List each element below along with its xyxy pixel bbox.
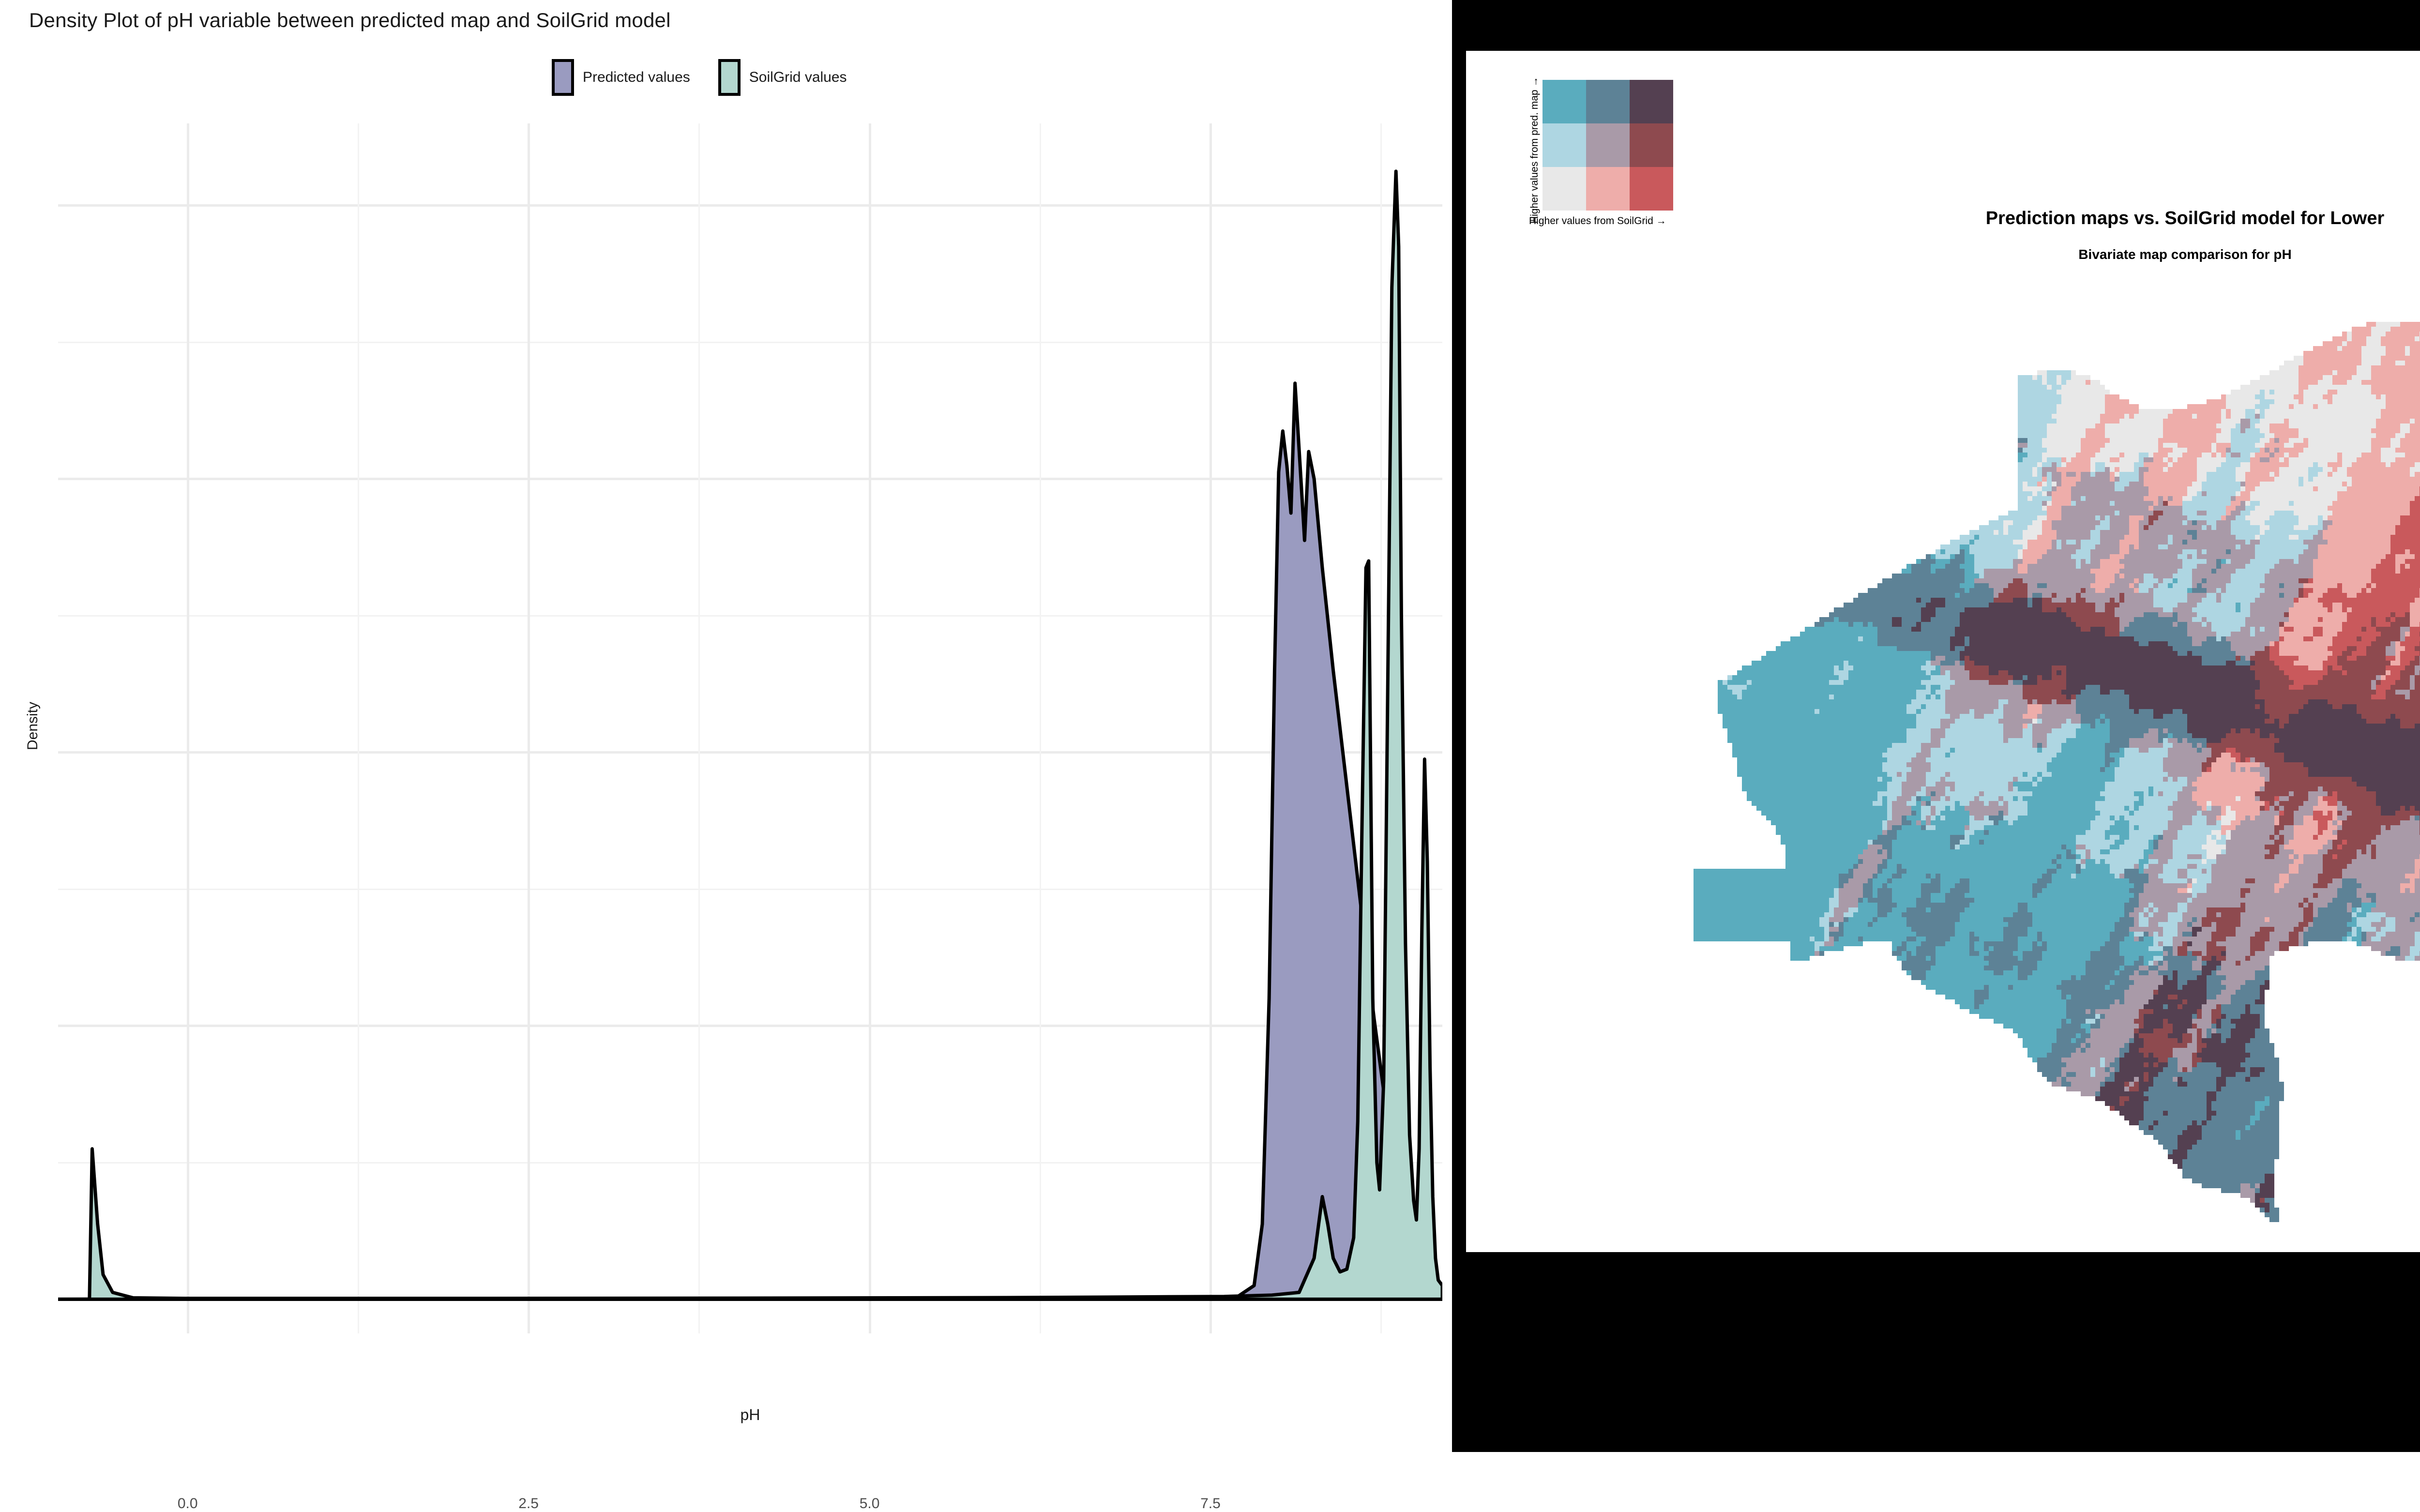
density-plot-panel: Density Plot of pH variable between pred… [25,9,1442,1512]
bivariate-legend-y-label: Higher values from pred. map → [1529,76,1540,224]
gridline-v [1209,123,1212,1333]
legend-item-soilgrid: SoilGrid values [718,59,847,96]
density-series-predicted [58,381,1442,1301]
map-canvas: Higher values from pred. map → Higher va… [1466,51,2420,1252]
gridline-h-minor [58,615,1442,617]
x-tick-label: 5.0 [859,1496,880,1512]
x-tick-label: 2.5 [518,1496,539,1512]
bivariate-legend-x-label: Higher values from SoilGrid → [1529,215,1666,227]
gridline-h-minor [58,1162,1442,1164]
bivariate-swatch-r0-c1 [1586,80,1630,123]
bivariate-raster-map [1694,322,2420,1222]
bivariate-legend-grid [1543,80,1673,211]
bivariate-swatch-r0-c0 [1543,80,1586,123]
x-axis-title: pH [740,1406,760,1423]
density-plot-area: 024680.02.55.07.5 [58,123,1442,1512]
gridline-h [58,751,1442,754]
gridline-v-minor [1039,123,1041,1333]
page-title: Density Plot of pH variable between pred… [29,9,671,31]
density-legend: Predicted values SoilGrid values [552,59,847,96]
gridline-v [868,123,871,1333]
bivariate-swatch-r1-c1 [1586,123,1630,167]
bivariate-swatch-r2-c2 [1630,167,1673,211]
bivariate-swatch-r2-c1 [1586,167,1630,211]
density-curves [58,169,1442,1301]
gridline-h [58,204,1442,207]
bivariate-legend: Higher values from pred. map → Higher va… [1505,56,1713,249]
legend-swatch-soilgrid [718,59,741,96]
bivariate-swatch-r1-c2 [1630,123,1673,167]
map-subtitle: Bivariate map comparison for pH [2078,247,2292,262]
x-tick-label: 0.0 [177,1496,198,1512]
gridline-h [58,1025,1442,1028]
legend-item-predicted: Predicted values [552,59,690,96]
legend-label-predicted: Predicted values [583,69,690,85]
gridline-v-minor [1380,123,1382,1333]
bivariate-swatch-r1-c0 [1543,123,1586,167]
density-series-soilgrid [58,169,1442,1301]
x-tick-label: 7.5 [1200,1496,1221,1512]
bivariate-swatch-r2-c0 [1543,167,1586,211]
gridline-h [58,478,1442,481]
y-axis-title: Density [25,701,41,751]
gridline-h-minor [58,888,1442,890]
gridline-v [186,123,189,1333]
map-title: Prediction maps vs. SoilGrid model for L… [1985,208,2385,228]
bivariate-swatch-r0-c2 [1630,80,1673,123]
legend-swatch-predicted [552,59,574,96]
gridline-v [528,123,530,1333]
gridline-h-minor [58,341,1442,343]
gridline-v-minor [698,123,700,1333]
map-panel: Higher values from pred. map → Higher va… [1452,0,2420,1452]
gridline-v-minor [357,123,359,1333]
legend-label-soilgrid: SoilGrid values [749,69,847,85]
